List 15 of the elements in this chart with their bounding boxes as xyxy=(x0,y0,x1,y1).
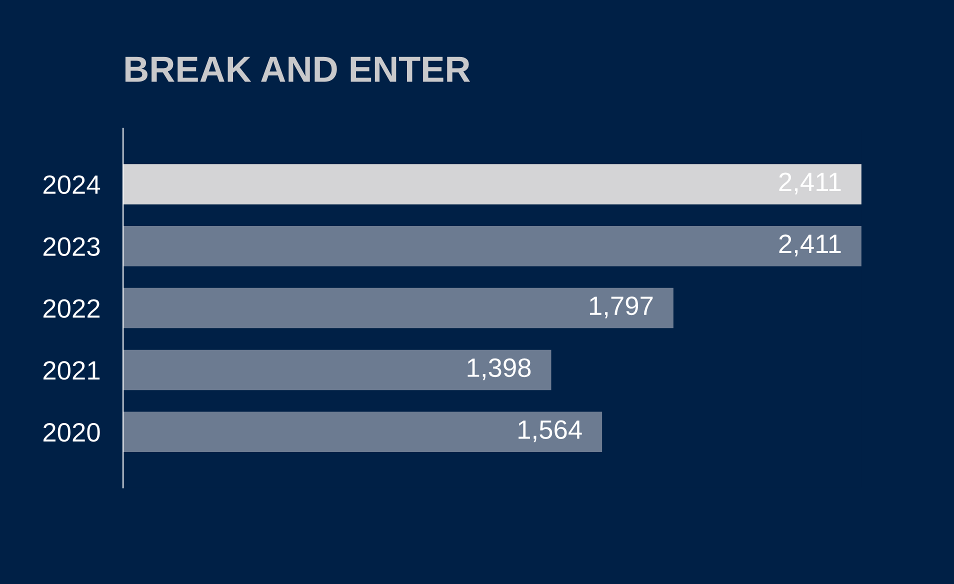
y-tick-label: 2022 xyxy=(43,299,100,318)
data-label: 2,411 xyxy=(779,234,841,256)
y-tick-label: 2021 xyxy=(43,361,100,380)
y-tick-label: 2023 xyxy=(43,237,100,256)
bar xyxy=(123,412,602,452)
data-label: 1,398 xyxy=(468,358,531,380)
bar xyxy=(123,288,674,328)
bar xyxy=(123,226,862,266)
chart-title: BREAK AND ENTER xyxy=(125,56,470,82)
bar xyxy=(123,164,862,204)
y-tick-label: 2020 xyxy=(43,423,100,442)
y-tick-label: 2024 xyxy=(43,175,100,194)
bar xyxy=(123,350,552,390)
data-label: 1,564 xyxy=(518,420,582,442)
data-label: 1,797 xyxy=(590,296,653,318)
